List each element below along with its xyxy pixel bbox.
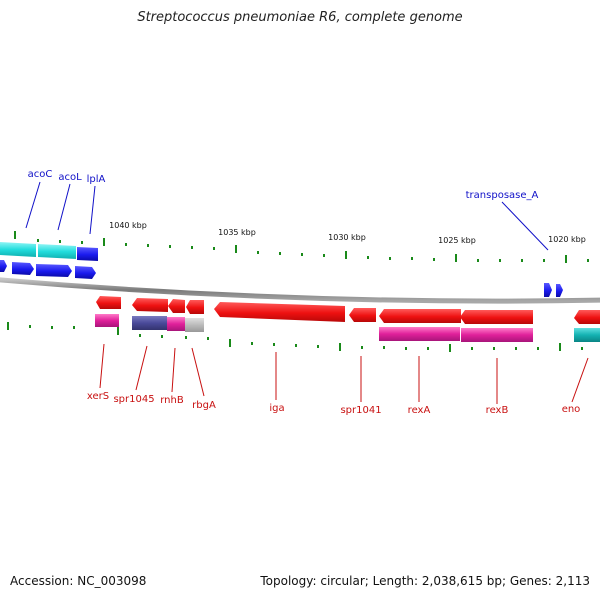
scale-labels: 1040 kbp 1035 kbp 1030 kbp 1025 kbp 1020… <box>109 221 586 245</box>
cds-rbgA <box>185 318 204 332</box>
lower-gene-labels: xerS spr1045 rnhB rbgA iga spr1041 rexA … <box>87 343 589 416</box>
gene-arrow <box>379 309 461 323</box>
gene-label-spr1041: spr1041 <box>340 405 381 416</box>
gene-arrow <box>186 300 204 314</box>
gene-label-xerS: xerS <box>87 391 109 402</box>
gene-arrow <box>460 310 533 324</box>
cds-rexB <box>461 328 533 342</box>
gene-arrow <box>544 283 552 297</box>
gene-arrow <box>12 262 34 275</box>
gene-arrow <box>36 264 72 277</box>
upper-gene-labels: acoC acoL lplA transposase_A <box>25 169 549 251</box>
gene-arrow <box>349 308 376 322</box>
upper-tick-ring <box>14 231 589 263</box>
gene-arrow <box>132 298 168 312</box>
cds-rexA <box>379 327 460 341</box>
gene-label-iga: iga <box>269 403 284 414</box>
gene-label-acoL: acoL <box>58 172 82 183</box>
gene-arrow <box>574 310 600 324</box>
gene-arrow <box>96 296 121 309</box>
cds-lplA <box>77 247 98 261</box>
lower-cds-track <box>95 314 600 342</box>
upper-cds-track <box>0 242 98 261</box>
gene-arrow <box>0 260 7 272</box>
cds-xerS <box>95 314 119 327</box>
cds-spr1045 <box>132 316 167 330</box>
gene-label-acoC: acoC <box>28 169 53 180</box>
gene-label-eno: eno <box>562 404 581 415</box>
upper-gene-track <box>0 260 563 297</box>
gene-arrow <box>214 302 345 322</box>
gene-label-spr1045: spr1045 <box>113 394 154 405</box>
scale-tick-label: 1040 kbp <box>109 221 147 230</box>
lower-gene-track <box>96 296 600 324</box>
gene-label-rnhB: rnhB <box>160 395 184 406</box>
gene-label-transposase-A: transposase_A <box>466 190 539 201</box>
cds-acoC <box>0 242 36 257</box>
genome-backbone <box>0 277 600 304</box>
scale-tick-label: 1020 kbp <box>548 235 586 244</box>
gene-label-rbgA: rbgA <box>192 400 216 411</box>
cds-eno <box>574 328 600 342</box>
scale-tick-label: 1030 kbp <box>328 233 366 242</box>
scale-tick-label: 1035 kbp <box>218 228 256 237</box>
page-title: Streptococcus pneumoniae R6, complete ge… <box>137 10 463 25</box>
gene-arrow <box>556 284 563 297</box>
genome-summary: Topology: circular; Length: 2,038,615 bp… <box>260 574 590 588</box>
lower-tick-ring <box>7 322 583 352</box>
gene-label-rexB: rexB <box>486 405 509 416</box>
scale-tick-label: 1025 kbp <box>438 236 476 245</box>
gene-arrow <box>75 266 96 279</box>
accession-label: Accession: NC_003098 <box>10 574 147 588</box>
gene-arrow <box>168 299 185 313</box>
cds-rnhB <box>167 317 185 331</box>
gene-label-rexA: rexA <box>408 405 431 416</box>
cds-acoL <box>38 244 76 259</box>
gene-label-lplA: lplA <box>87 174 106 185</box>
